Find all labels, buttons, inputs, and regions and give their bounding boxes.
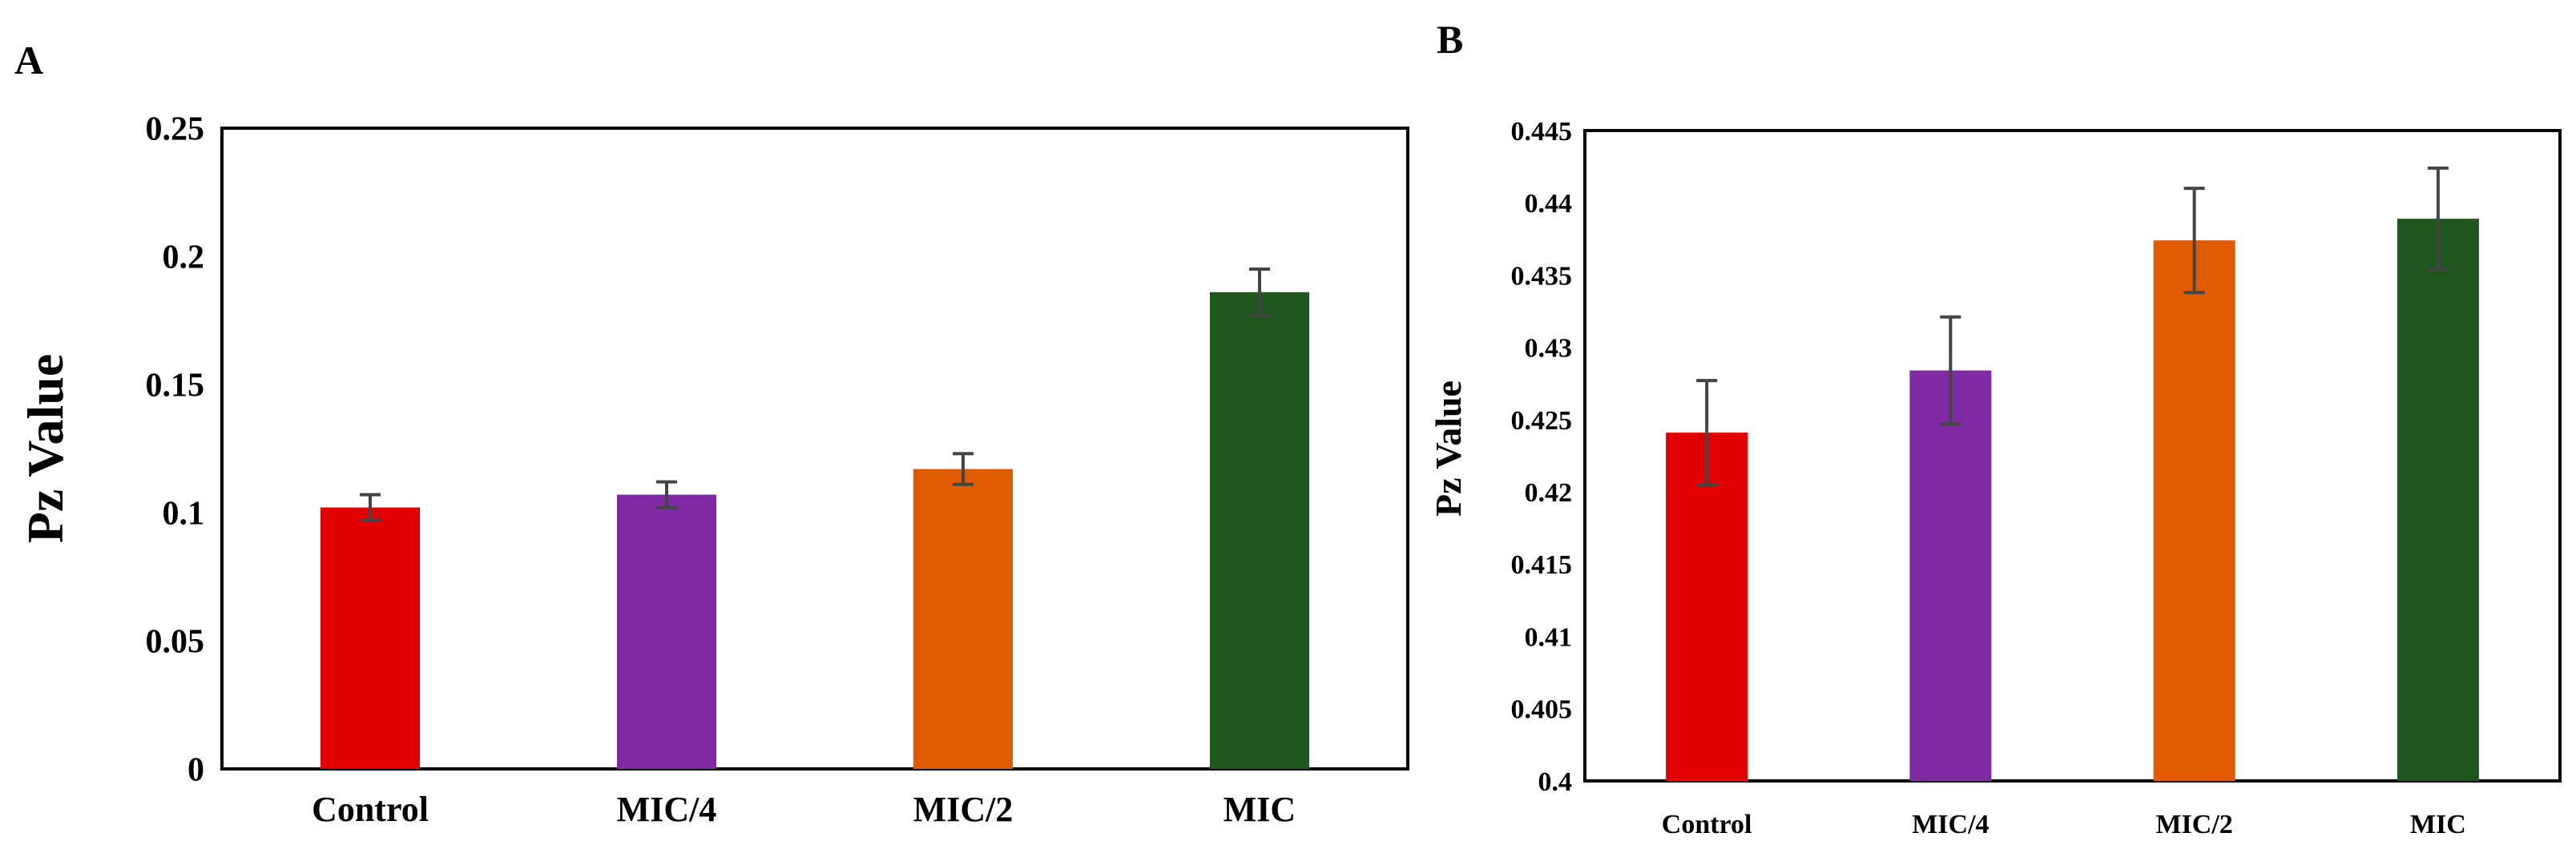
bar-mic-2-b <box>2153 240 2235 781</box>
chart-panel-b: B 0.40.4050.410.4150.420.4250.430.4350.4… <box>1428 17 2562 839</box>
y-tick-label-a: 0.1 <box>163 496 205 533</box>
x-tick-label-a: MIC <box>1223 790 1296 829</box>
x-tick-label-b: Control <box>1662 810 1752 839</box>
y-tick-label-a: 0.15 <box>146 368 205 404</box>
y-tick-label-b: 0.405 <box>1511 695 1573 725</box>
bars-b <box>1666 219 2479 781</box>
panel-letter-a: A <box>14 38 43 82</box>
y-tick-labels-a: 0 0.05 0.1 0.15 0.2 0.25 <box>146 111 205 789</box>
y-axis-title-b: Pz Value <box>1428 380 1469 517</box>
chart-panel-a: A 0 0.05 0.1 0.15 0.2 0.25 Control MIC/4 MIC/2 M… <box>14 38 1409 829</box>
y-tick-label-b: 0.42 <box>1525 478 1573 508</box>
panel-letter-b: B <box>1437 17 1463 62</box>
y-tick-label-b: 0.425 <box>1511 406 1573 436</box>
error-bar-mic-2-b <box>2183 187 2205 295</box>
error-bar-control-a <box>360 493 381 522</box>
y-tick-label-a: 0.2 <box>163 239 205 276</box>
x-tick-labels-a: Control MIC/4 MIC/2 MIC <box>312 790 1296 829</box>
bar-mic-4-a <box>617 494 716 769</box>
bar-control-a <box>320 507 420 769</box>
y-axis-title-a: Pz Value <box>17 354 74 543</box>
x-tick-labels-b: Control MIC/4 MIC/2 MIC <box>1662 810 2466 839</box>
y-tick-labels-b: 0.4 0.405 0.41 0.415 0.42 0.425 0.43 0.435 0.44 0… <box>1511 117 1573 797</box>
bar-mic-4-b <box>1909 370 1992 781</box>
error-bars-a <box>360 268 1270 522</box>
y-tick-label-a: 0.05 <box>146 624 205 661</box>
bar-control-b <box>1666 433 1748 781</box>
y-tick-label-a: 0.25 <box>146 111 205 148</box>
bar-mic-a <box>1210 292 1309 769</box>
y-tick-label-b: 0.415 <box>1511 550 1573 580</box>
error-bars-b <box>1696 166 2449 487</box>
x-tick-label-b: MIC <box>2410 810 2466 839</box>
error-bar-mic-2-a <box>953 452 974 486</box>
x-tick-label-a: MIC/4 <box>617 790 717 829</box>
error-bar-mic-4-a <box>656 480 677 509</box>
plot-area-a <box>220 127 1409 771</box>
bars-a <box>320 292 1309 769</box>
y-tick-label-b: 0.41 <box>1525 622 1573 652</box>
y-tick-label-b: 0.44 <box>1525 189 1573 219</box>
plot-area-b <box>1583 129 2562 783</box>
error-bar-control-b <box>1696 379 1718 487</box>
y-tick-label-b: 0.445 <box>1511 117 1573 147</box>
bar-mic-b <box>2397 219 2479 781</box>
y-tick-label-a: 0 <box>187 752 204 789</box>
x-tick-label-b: MIC/4 <box>1912 810 1989 839</box>
y-tick-label-b: 0.4 <box>1538 767 1573 797</box>
y-tick-label-b: 0.43 <box>1525 334 1573 364</box>
y-tick-label-b: 0.435 <box>1511 261 1573 291</box>
x-tick-label-a: Control <box>312 790 429 829</box>
error-bar-mic-4-b <box>1940 315 1961 426</box>
x-tick-label-a: MIC/2 <box>913 790 1014 829</box>
error-bar-mic-a <box>1249 268 1270 317</box>
bar-mic-2-a <box>913 469 1013 769</box>
x-tick-label-b: MIC/2 <box>2155 810 2232 839</box>
error-bar-mic-b <box>2427 166 2449 272</box>
